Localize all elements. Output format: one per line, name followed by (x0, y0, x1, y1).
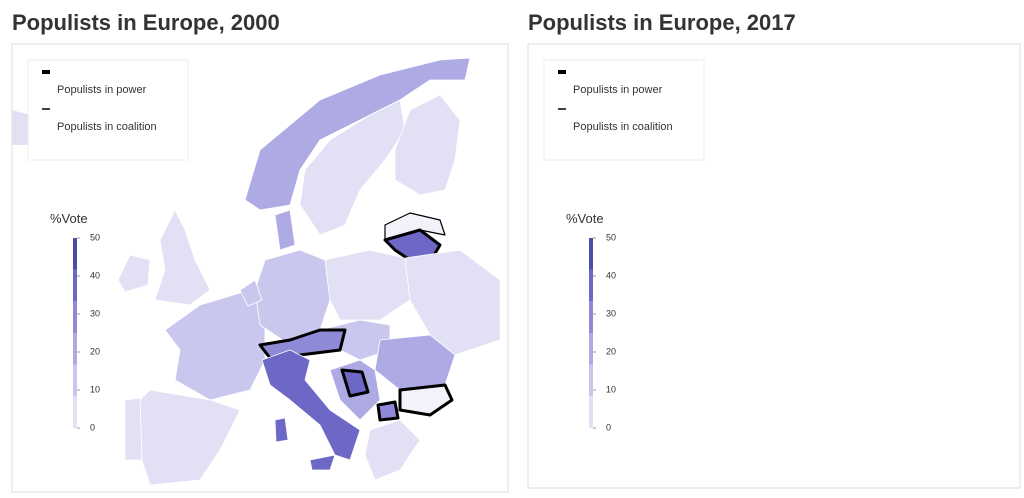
colorbar-step (589, 269, 593, 302)
country (154, 209, 211, 306)
country (124, 397, 143, 461)
colorbar-tick-label: 20 (606, 346, 616, 356)
colorbar-step (73, 364, 77, 397)
colorbar-tick-label: 50 (90, 232, 100, 242)
colorbar-tick-label: 10 (606, 384, 616, 394)
colorbar-tick-label: 0 (90, 422, 95, 432)
map (12, 57, 501, 486)
colorbar-tick-label: 50 (606, 232, 616, 242)
country (274, 417, 289, 443)
country (398, 383, 454, 417)
country (340, 368, 370, 398)
country (364, 419, 421, 481)
country (244, 57, 471, 211)
legend-label: Populists in power (57, 84, 147, 96)
land (12, 110, 30, 145)
country (239, 279, 263, 307)
colorbar-tick-label: 20 (90, 346, 100, 356)
colorbar-title: %Vote (566, 211, 604, 226)
legend-box (543, 59, 705, 161)
country (324, 249, 411, 321)
colorbar-tick-label: 0 (606, 422, 611, 432)
colorbar-step (73, 333, 77, 365)
colorbar-step (73, 238, 77, 270)
colorbar-tick-label: 10 (90, 384, 100, 394)
colorbar-step (589, 333, 593, 365)
colorbar-tick-label: 40 (90, 270, 100, 280)
legend-box (27, 59, 189, 161)
panel-title: Populists in Europe, 2017 (528, 10, 796, 35)
colorbar-step (589, 238, 593, 270)
colorbar-tick-label: 30 (90, 308, 100, 318)
colorbar-step (589, 396, 593, 428)
colorbar-step (73, 269, 77, 302)
colorbar-step (589, 364, 593, 397)
country (117, 254, 151, 293)
country (261, 349, 361, 461)
colorbar-tick-label: 40 (606, 270, 616, 280)
legend-label: Populists in coalition (573, 121, 673, 133)
country (309, 454, 336, 471)
legend-label: Populists in power (573, 84, 663, 96)
panel-title: Populists in Europe, 2000 (12, 10, 280, 35)
colorbar-step (73, 396, 77, 428)
colorbar-step (589, 301, 593, 333)
legend-label: Populists in coalition (57, 121, 157, 133)
country (394, 94, 461, 196)
country (376, 400, 400, 422)
colorbar-tick-label: 30 (606, 308, 616, 318)
country (139, 389, 241, 486)
country (164, 289, 266, 401)
country (274, 209, 296, 251)
country (404, 249, 501, 356)
colorbar-step (73, 301, 77, 333)
colorbar-title: %Vote (50, 211, 88, 226)
